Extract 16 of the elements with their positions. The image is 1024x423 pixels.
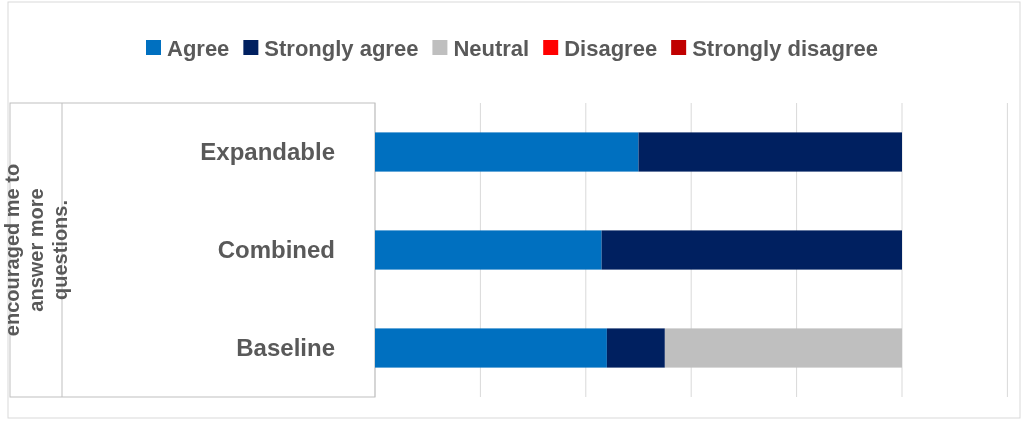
legend-label: Strongly disagree: [692, 35, 878, 61]
legend-label: Neutral: [453, 35, 530, 61]
bar: [606, 328, 665, 368]
bar: [638, 132, 902, 172]
bar: [601, 230, 902, 270]
legend-label: Strongly agree: [264, 35, 419, 61]
bar: [375, 230, 602, 270]
legend-label: Disagree: [564, 35, 658, 61]
y-tick-label: Baseline: [236, 334, 335, 362]
bar: [375, 132, 639, 172]
y-tick-label: Expandable: [200, 138, 335, 166]
legend-label: Agree: [167, 35, 230, 61]
y-tick-label: Combined: [217, 236, 335, 264]
bar: [375, 328, 607, 368]
text: encouraged me to answer more questions.: [1, 163, 71, 337]
bar: [664, 328, 902, 368]
